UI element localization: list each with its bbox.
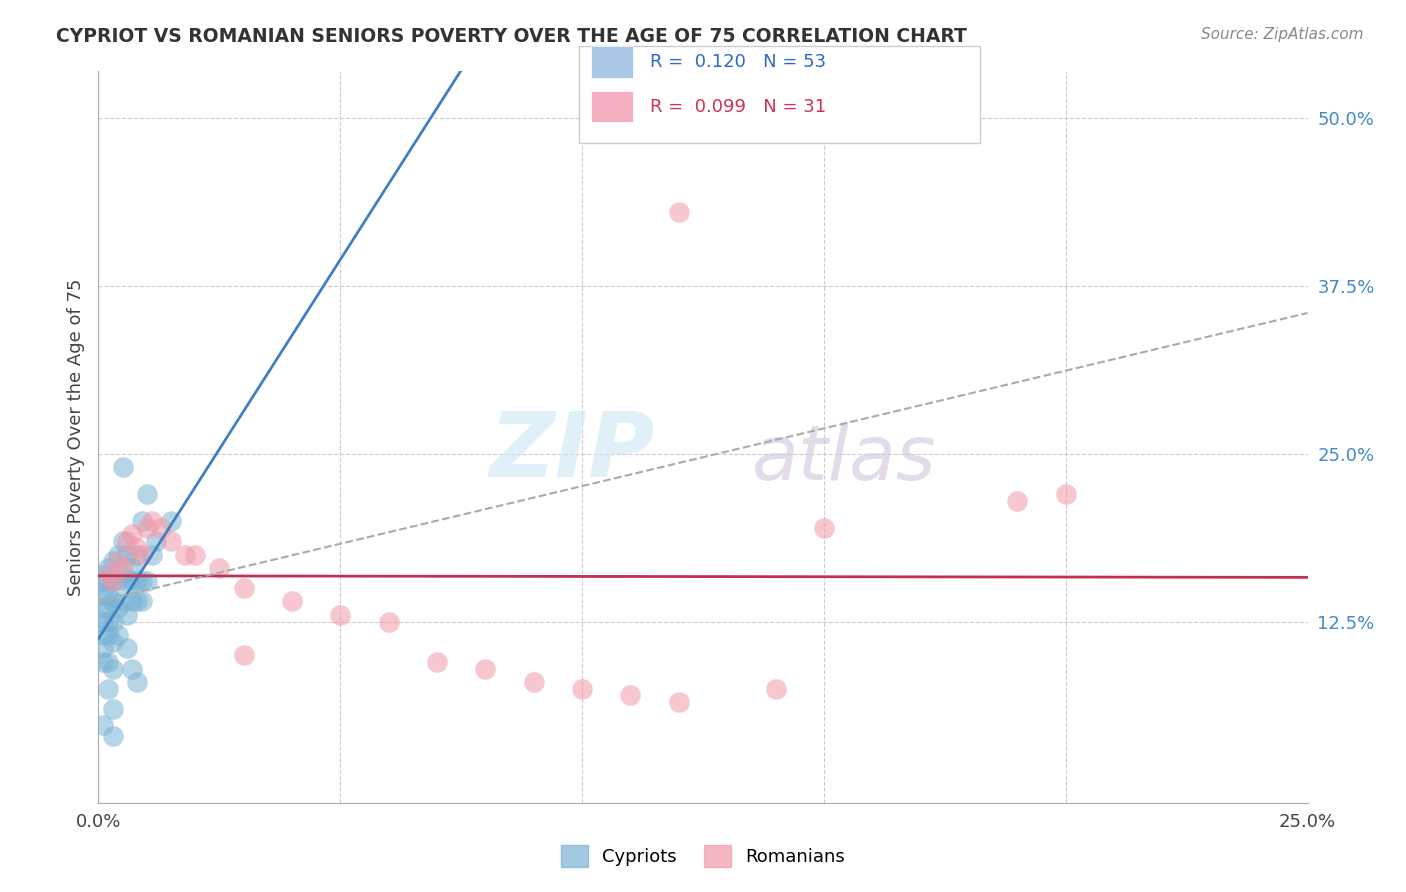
Point [135,521,157,535]
Point [150,521,173,535]
Point [91,574,114,589]
Point [97,601,120,615]
Point [121,662,143,676]
Text: atlas: atlas [751,422,936,496]
Point [97,615,120,629]
Point [571,681,593,696]
Point [101,729,124,743]
Point [184,548,207,562]
Y-axis label: Seniors Poverty Over the Age of 75: Seniors Poverty Over the Age of 75 [66,278,84,596]
Point [127,548,149,562]
Point [107,628,129,642]
Point [101,574,124,589]
Point [131,548,153,562]
Point [131,514,153,528]
Point [91,718,114,732]
Point [668,695,690,709]
Point [141,514,163,528]
Point [523,675,546,690]
Point [145,534,167,549]
Point [91,615,114,629]
Point [127,541,149,555]
Point [426,655,449,669]
Point [97,567,120,582]
Point [281,594,304,608]
Point [101,615,124,629]
Point [668,205,690,219]
Point [107,574,129,589]
Point [91,655,114,669]
Point [131,594,153,608]
Point [208,561,231,575]
Point [101,554,124,568]
Point [111,561,134,575]
Point [117,534,139,549]
Point [117,641,139,656]
Point [91,601,114,615]
Point [101,662,124,676]
Point [135,574,157,589]
Point [127,675,149,690]
Point [91,628,114,642]
Point [111,567,134,582]
Point [329,607,352,622]
Point [121,561,143,575]
Point [127,594,149,608]
Point [91,588,114,602]
Point [97,588,120,602]
Point [232,581,254,595]
Point [97,655,120,669]
Point [131,574,153,589]
Text: R =  0.120   N = 53: R = 0.120 N = 53 [650,54,825,71]
Point [97,574,120,589]
Point [121,527,143,541]
Point [160,514,183,528]
Point [117,548,139,562]
Point [174,548,197,562]
Point [97,561,120,575]
Point [101,702,124,716]
Point [232,648,254,662]
Point [101,594,124,608]
Text: R =  0.099   N = 31: R = 0.099 N = 31 [650,98,825,116]
Point [117,607,139,622]
Text: Source: ZipAtlas.com: Source: ZipAtlas.com [1201,27,1364,42]
Point [97,681,120,696]
Point [91,567,114,582]
Point [97,628,120,642]
Point [91,641,114,656]
Point [474,662,496,676]
Text: ZIP: ZIP [489,408,655,496]
Point [111,460,134,475]
Text: CYPRIOT VS ROMANIAN SENIORS POVERTY OVER THE AGE OF 75 CORRELATION CHART: CYPRIOT VS ROMANIAN SENIORS POVERTY OVER… [56,27,967,45]
Legend: Cypriots, Romanians: Cypriots, Romanians [554,838,852,874]
Point [619,689,641,703]
Point [121,574,143,589]
Point [127,574,149,589]
Point [107,601,129,615]
Point [111,594,134,608]
Point [107,548,129,562]
Point [135,487,157,501]
Point [101,634,124,648]
Point [111,534,134,549]
Point [1007,493,1029,508]
Point [160,534,183,549]
Point [377,615,399,629]
Point [765,681,787,696]
Point [117,574,139,589]
Point [107,554,129,568]
Point [813,521,835,535]
Point [141,548,163,562]
Point [1054,487,1077,501]
Point [121,594,143,608]
Point [101,574,124,589]
